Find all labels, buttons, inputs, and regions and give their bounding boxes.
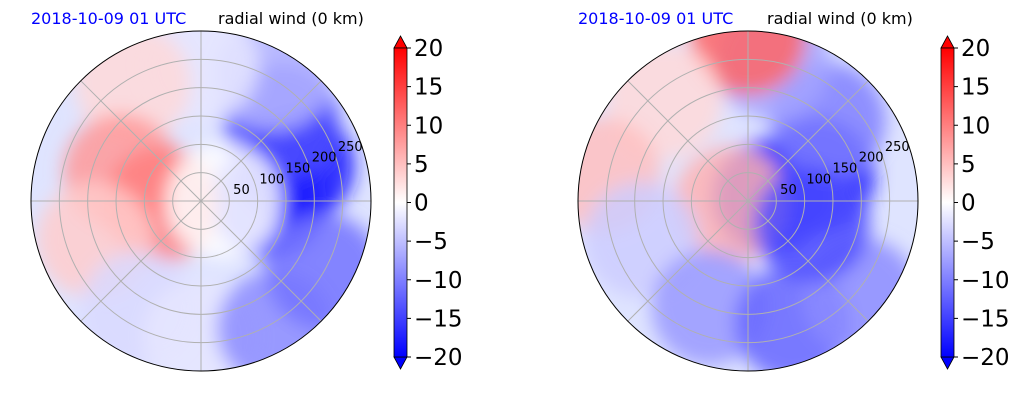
angular-gridline <box>80 80 202 202</box>
colorbar-extend-min <box>393 356 408 370</box>
panel-2: 2018-10-09 01 UTC radial wind (0 km) 501… <box>577 9 1010 372</box>
colorbar-tick-label: 20 <box>414 36 443 62</box>
panel-1-date-label: 2018-10-09 01 UTC <box>31 9 186 28</box>
radial-tick-label: 150 <box>833 161 858 176</box>
panel-1: 2018-10-09 01 UTC radial wind (0 km) 501… <box>30 9 463 372</box>
colorbar-tick-label: −10 <box>961 268 1010 294</box>
radial-tick-label: 100 <box>259 172 284 187</box>
colorbar-tick-label: −5 <box>961 229 995 255</box>
panel-2-date-label: 2018-10-09 01 UTC <box>578 9 733 28</box>
panel-1-grid <box>31 31 371 371</box>
radial-tick-label: 100 <box>806 172 831 187</box>
panel-2-colorbar: 20 15 10 5 0 −5 −10 −15 −20 <box>940 35 1010 371</box>
colorbar-extend-max <box>940 35 955 49</box>
radial-tick-label: 150 <box>286 161 311 176</box>
panel-2-field <box>578 31 918 371</box>
colorbar-tick-label: −10 <box>414 268 463 294</box>
colorbar-tick-label: −20 <box>961 345 1010 371</box>
angular-gridline <box>200 200 322 322</box>
colorbar-tick-label: 0 <box>961 191 976 217</box>
colorbar-tick-label: 20 <box>961 36 990 62</box>
radial-tick-label: 50 <box>780 183 797 198</box>
polar-frame <box>577 30 919 372</box>
field-sample <box>754 166 870 283</box>
colorbar-body <box>940 47 955 358</box>
colorbar-tick-label: 10 <box>414 113 443 139</box>
angular-gridline <box>627 80 749 202</box>
radial-tick-label: 200 <box>312 151 337 166</box>
angular-gridline <box>747 200 869 322</box>
angular-gridline <box>627 200 749 322</box>
colorbar-tick-label: −20 <box>414 345 463 371</box>
colorbar-tick-label: 5 <box>414 152 429 178</box>
colorbar-tick-label: −15 <box>961 306 1010 332</box>
panel-2-title: radial wind (0 km) <box>767 9 913 28</box>
colorbar-tick-label: −5 <box>414 229 448 255</box>
panel-1-colorbar: 20 15 10 5 0 −5 −10 −15 −20 <box>393 35 463 371</box>
colorbar-tick-label: 10 <box>961 113 990 139</box>
angular-gridline <box>80 200 202 322</box>
colorbar-extend-max <box>393 35 408 49</box>
colorbar-tick-label: 0 <box>414 191 429 217</box>
radial-tick-label: 250 <box>885 140 910 155</box>
radial-tick-label: 200 <box>859 151 884 166</box>
radial-tick-label: 250 <box>338 140 363 155</box>
angular-gridline <box>747 80 869 202</box>
angular-gridline <box>200 80 322 202</box>
panel-2-grid <box>578 31 918 371</box>
colorbar-tick-label: 5 <box>961 152 976 178</box>
radial-tick-label: 50 <box>233 183 250 198</box>
field-blobs <box>578 31 918 371</box>
panel-1-title: radial wind (0 km) <box>218 9 364 28</box>
colorbar-tick-label: 15 <box>414 75 443 101</box>
colorbar-tick-label: 15 <box>961 75 990 101</box>
colorbar-tick-label: −15 <box>414 306 463 332</box>
colorbar-body <box>393 47 408 358</box>
polar-frame <box>30 30 372 372</box>
colorbar-extend-min <box>940 356 955 370</box>
